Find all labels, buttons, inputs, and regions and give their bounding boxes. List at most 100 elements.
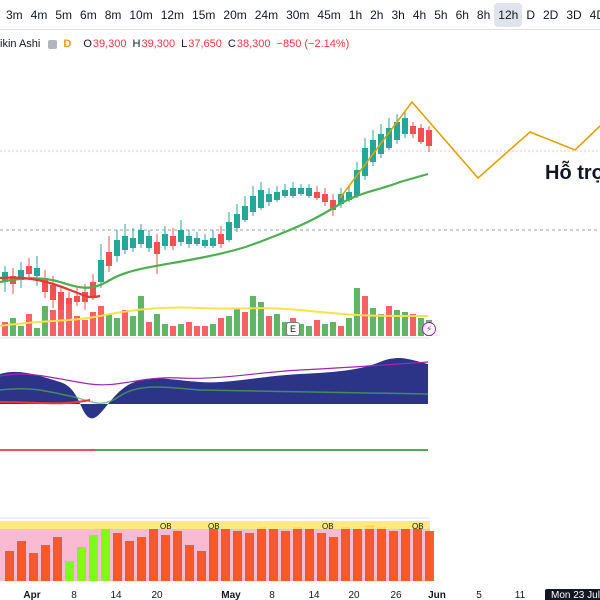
price-chart[interactable]: OB OB OB OB — [0, 30, 600, 590]
candle-body — [314, 192, 320, 198]
volume-bar — [402, 312, 408, 336]
candle-body — [258, 190, 264, 208]
timeframe-5m[interactable]: 5m — [55, 7, 73, 22]
ob-bar — [281, 531, 290, 581]
ob-bar — [221, 529, 230, 581]
candle-body — [242, 206, 248, 220]
timeframe-D[interactable]: D — [526, 7, 535, 22]
timeframe-6m[interactable]: 6m — [80, 7, 97, 22]
volume-bar — [162, 324, 168, 336]
ob-label: OB — [160, 522, 172, 531]
candle-body — [306, 188, 312, 196]
ob-bar — [17, 541, 26, 581]
timeframe-30m[interactable]: 30m — [286, 7, 310, 22]
candle-body — [290, 188, 296, 196]
timeframe-3m[interactable]: 3m — [6, 7, 23, 22]
time-tick-label: Apr — [23, 590, 41, 600]
time-tick-label: 11 — [514, 590, 526, 600]
volume-bar — [26, 314, 32, 336]
timeframe-6h[interactable]: 6h — [455, 7, 469, 22]
volume-bar — [322, 324, 328, 336]
open-label: O — [83, 38, 92, 50]
support-annotation[interactable]: Hỗ trợ — [545, 162, 600, 184]
timeframe-1h[interactable]: 1h — [348, 7, 363, 22]
timeframe-10m[interactable]: 10m — [129, 7, 153, 22]
volume-bar — [34, 328, 40, 336]
symbol-legend: ikin Ashi D O 39,300 H 39,300 L 37,650 C… — [0, 34, 355, 54]
timeframe-12h[interactable]: 12h — [494, 2, 523, 27]
volume-bar — [410, 314, 416, 336]
volume-bar — [146, 322, 152, 336]
time-tick-label: 8 — [71, 590, 77, 600]
candle-body — [266, 194, 272, 202]
volume-bar — [274, 314, 280, 336]
ma-red-line — [0, 276, 101, 299]
timeframe-24m[interactable]: 24m — [254, 7, 279, 22]
ob-bar — [125, 541, 134, 581]
timeframe-45m[interactable]: 45m — [317, 7, 341, 22]
time-tick-label: 20 — [151, 590, 163, 600]
volume-bar — [202, 326, 208, 336]
timeframe-4D[interactable]: 4D — [589, 7, 600, 22]
candle-body — [226, 222, 232, 240]
candle-body — [138, 230, 144, 244]
ob-bar — [197, 551, 206, 581]
timeframe-3h[interactable]: 3h — [391, 7, 405, 22]
volume-bar — [258, 302, 264, 336]
time-tick-label: May — [221, 590, 241, 600]
volume-bar — [282, 322, 288, 336]
ob-bar — [113, 533, 122, 581]
time-tick-label: 14 — [110, 590, 122, 600]
high-label: H — [132, 38, 141, 50]
earnings-marker-icon[interactable]: E — [286, 322, 300, 336]
change-value: −850 (−2.14%) — [276, 38, 350, 50]
ob-bar — [185, 545, 194, 581]
ob-bar — [365, 525, 374, 581]
candle-body — [98, 260, 104, 282]
ob-bar — [209, 527, 218, 581]
timeframe-2h[interactable]: 2h — [370, 7, 384, 22]
timeframe-8m[interactable]: 8m — [104, 7, 122, 22]
timeframe-5h[interactable]: 5h — [434, 7, 448, 22]
ob-bar — [425, 531, 434, 581]
volume-bar — [114, 318, 120, 336]
candle-body — [162, 234, 168, 246]
timeframe-20m[interactable]: 20m — [223, 7, 247, 22]
candle-body — [402, 118, 408, 134]
timeframe-4h[interactable]: 4h — [412, 7, 427, 22]
candle-body — [58, 292, 64, 310]
candle-body — [34, 268, 40, 276]
ob-bar — [305, 529, 314, 581]
timeframe-15m[interactable]: 15m — [192, 7, 216, 22]
volume-bars — [2, 288, 432, 336]
timeframe-8h[interactable]: 8h — [476, 7, 491, 22]
time-tick-label: Jun — [428, 590, 446, 600]
volume-bar — [218, 318, 224, 336]
timeframe-3D[interactable]: 3D — [566, 7, 582, 22]
volume-bar — [186, 322, 192, 336]
timeframe-12m[interactable]: 12m — [160, 7, 185, 22]
volume-bar — [250, 296, 256, 336]
visibility-dot-icon[interactable] — [48, 39, 58, 49]
candle-body — [386, 128, 392, 148]
volume-bar — [346, 318, 352, 336]
ob-bar — [329, 537, 338, 581]
symbol-name[interactable]: ikin Ashi — [0, 38, 41, 50]
ma-green-line — [0, 172, 429, 289]
volume-bar — [98, 306, 104, 336]
volume-bar — [10, 318, 16, 336]
candle-body — [218, 234, 224, 244]
ob-bar — [137, 537, 146, 581]
timeframe-2D[interactable]: 2D — [542, 7, 559, 22]
time-axis[interactable]: Apr 8 14 20 May 8 14 20 26 Jun 5 11 — [0, 582, 600, 600]
candle-body — [66, 298, 72, 304]
moving-averages — [0, 172, 429, 327]
timeframe-4m[interactable]: 4m — [30, 7, 48, 22]
flash-icon[interactable]: ⚡ — [422, 322, 436, 336]
candle-body — [370, 140, 376, 162]
candle-body — [90, 282, 96, 296]
oscillator-band — [0, 358, 428, 419]
interval-tag: D — [63, 38, 72, 50]
ob-bar — [377, 527, 386, 581]
candle-body — [130, 238, 136, 248]
